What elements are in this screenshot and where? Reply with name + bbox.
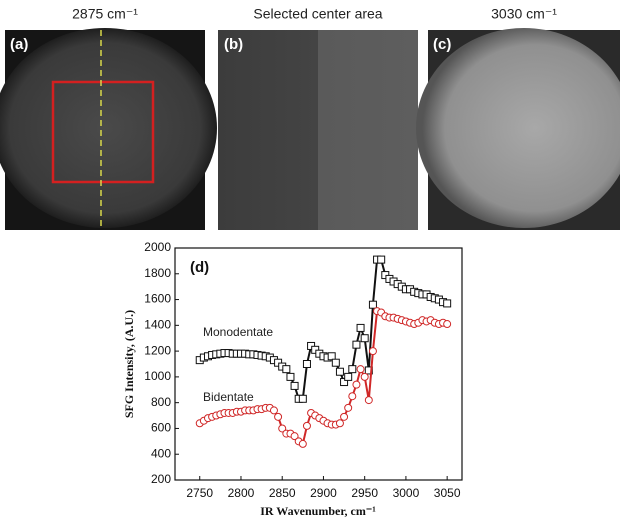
marker	[443, 320, 452, 329]
marker	[340, 412, 349, 421]
selection-box	[51, 80, 155, 184]
y-axis-title: SFG Intensity, (A.U.)	[122, 310, 136, 418]
panel-title: Selected center area	[253, 6, 382, 22]
x-tick-label: 2750	[186, 486, 213, 500]
marker	[368, 347, 377, 356]
marker	[356, 323, 365, 332]
y-tick-label: 1200	[144, 343, 171, 357]
panel-title: 3030 cm⁻¹	[491, 6, 557, 22]
y-tick-label: 1600	[144, 292, 171, 306]
marker	[282, 365, 291, 374]
marker	[298, 394, 307, 403]
marker	[344, 403, 353, 412]
plot-frame	[174, 247, 463, 481]
x-tick-label: 3000	[393, 486, 420, 500]
marker	[335, 419, 344, 428]
x-axis-title: IR Wavenumber, cm⁻¹	[260, 504, 376, 518]
marker	[348, 365, 357, 374]
panel-title: 2875 cm⁻¹	[72, 6, 138, 22]
y-tick-label: 800	[151, 395, 171, 409]
panel-label: (a)	[10, 36, 28, 53]
marker	[278, 424, 287, 433]
marker	[352, 340, 361, 349]
marker	[368, 300, 377, 309]
marker	[352, 380, 361, 389]
marker	[360, 334, 369, 343]
marker	[360, 372, 369, 381]
x-tick-label: 2900	[310, 486, 337, 500]
marker	[364, 366, 373, 375]
marker	[274, 412, 283, 421]
panel-label: (d)	[190, 259, 209, 276]
y-tick-label: 200	[151, 472, 171, 486]
marker	[443, 299, 452, 308]
marker	[290, 381, 299, 390]
marker	[364, 396, 373, 405]
marker	[356, 365, 365, 374]
y-tick-label: 600	[151, 421, 171, 435]
y-tick-label: 400	[151, 446, 171, 460]
marker	[269, 406, 278, 415]
x-tick-label: 2950	[351, 486, 378, 500]
y-tick-label: 1800	[144, 266, 171, 280]
series-label: Monodentate	[203, 325, 273, 339]
panel-label: (b)	[224, 36, 243, 53]
y-tick-label: 2000	[144, 240, 171, 254]
x-tick-label: 3050	[434, 486, 461, 500]
y-tick-label: 1000	[144, 369, 171, 383]
marker	[340, 378, 349, 387]
x-tick-label: 2800	[228, 486, 255, 500]
marker	[302, 360, 311, 368]
marker	[286, 372, 295, 381]
image-b	[218, 30, 418, 230]
marker	[331, 358, 340, 367]
marker	[344, 372, 353, 381]
panel-label: (c)	[433, 36, 451, 53]
marker	[298, 439, 307, 448]
series-label: Bidentate	[203, 390, 254, 404]
sample-disk	[0, 28, 217, 228]
marker	[335, 367, 344, 376]
marker	[327, 352, 336, 361]
marker	[348, 392, 357, 401]
marker	[290, 432, 299, 441]
sample-disk	[416, 28, 620, 228]
y-tick-label: 1400	[144, 318, 171, 332]
x-tick-label: 2850	[269, 486, 296, 500]
marker	[377, 255, 386, 264]
marker	[302, 421, 311, 430]
